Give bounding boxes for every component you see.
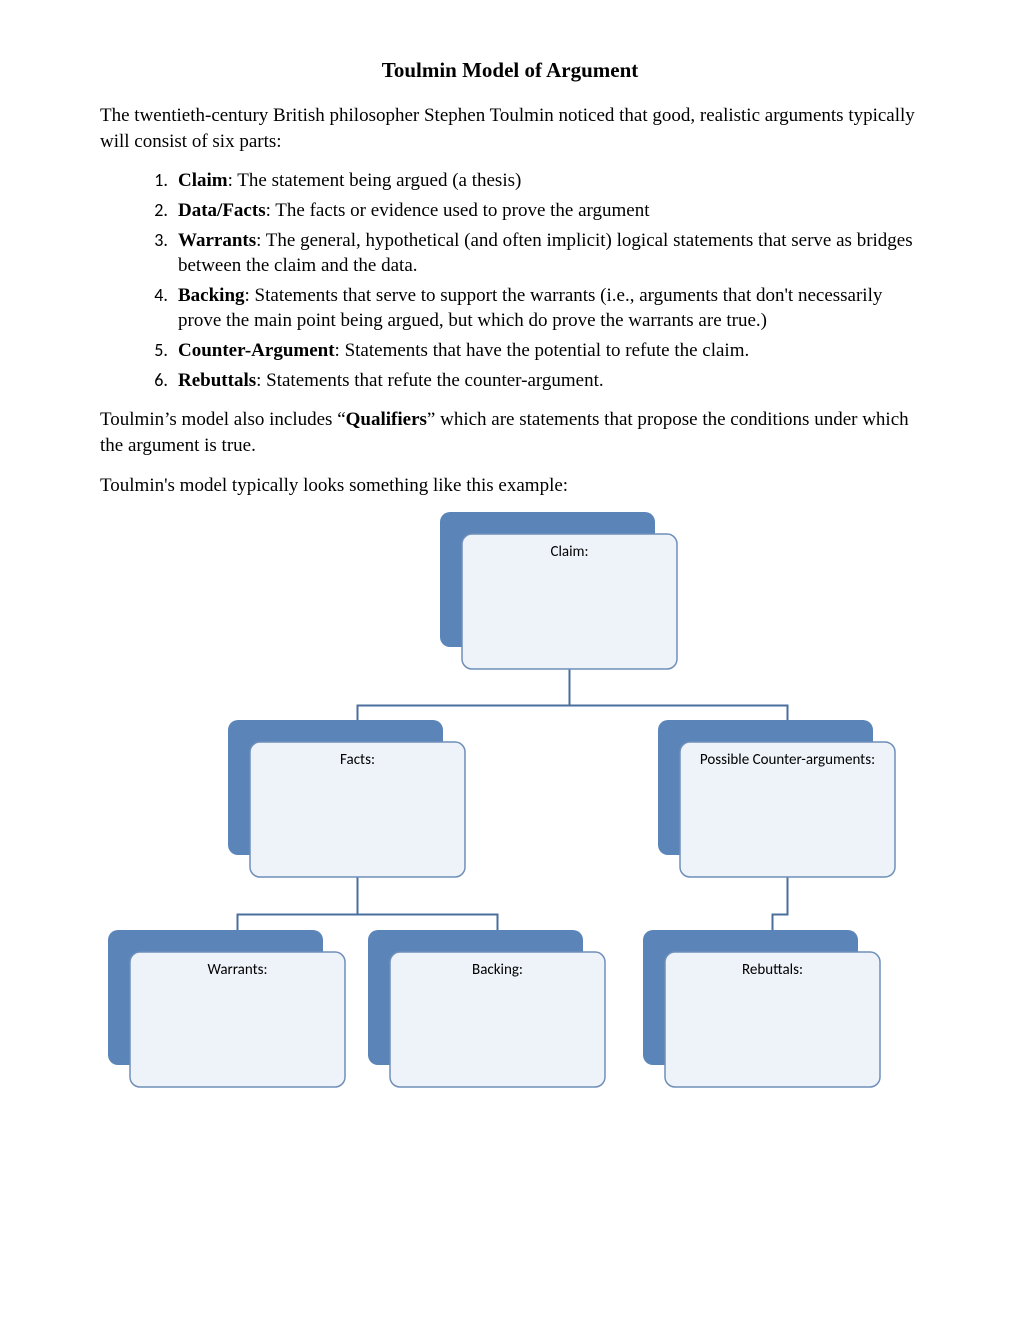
diagram-node-label: Backing:: [472, 961, 523, 979]
list-item: Rebuttals: Statements that refute the co…: [172, 368, 920, 394]
list-item-term: Data/Facts: [178, 200, 266, 221]
list-item-term: Claim: [178, 170, 228, 191]
list-item: Data/Facts: The facts or evidence used t…: [172, 198, 920, 224]
parts-list: Claim: The statement being argued (a the…: [100, 168, 920, 393]
list-item-definition: : Statements that refute the counter-arg…: [256, 370, 603, 391]
intro-paragraph: The twentieth-century British philosophe…: [100, 103, 920, 154]
list-item-term: Counter-Argument: [178, 340, 335, 361]
qualifiers-term: Qualifiers: [346, 409, 427, 430]
list-item: Backing: Statements that serve to suppor…: [172, 283, 920, 334]
list-item-term: Backing: [178, 285, 245, 306]
list-item: Warrants: The general, hypothetical (and…: [172, 228, 920, 279]
diagram-lead-in: Toulmin's model typically looks somethin…: [100, 473, 920, 499]
qualifiers-paragraph: Toulmin’s model also includes “Qualifier…: [100, 407, 920, 458]
diagram-node-label: Rebuttals:: [742, 961, 803, 979]
diagram-node-label: Possible Counter-arguments:: [700, 751, 875, 769]
list-item-definition: : The facts or evidence used to prove th…: [266, 200, 650, 221]
list-item-definition: : The general, hypothetical (and often i…: [178, 230, 913, 277]
list-item-definition: : Statements that serve to support the w…: [178, 285, 882, 332]
toulmin-diagram: Claim: Facts: Possible Counter-arguments: W…: [100, 512, 920, 1132]
list-item-definition: : The statement being argued (a thesis): [228, 170, 522, 191]
page-title: Toulmin Model of Argument: [100, 58, 920, 83]
diagram-svg: Claim: Facts: Possible Counter-arguments: W…: [100, 512, 920, 1132]
list-item-term: Rebuttals: [178, 370, 256, 391]
diagram-node-label: Claim:: [550, 543, 588, 561]
diagram-node-label: Warrants:: [208, 961, 268, 979]
diagram-node-label: Facts:: [340, 751, 375, 769]
list-item-definition: : Statements that have the potential to …: [335, 340, 750, 361]
list-item-term: Warrants: [178, 230, 256, 251]
list-item: Counter-Argument: Statements that have t…: [172, 338, 920, 364]
document-page: Toulmin Model of Argument The twentieth-…: [0, 0, 1020, 1212]
qualifiers-prefix: Toulmin’s model also includes “: [100, 409, 346, 430]
list-item: Claim: The statement being argued (a the…: [172, 168, 920, 194]
